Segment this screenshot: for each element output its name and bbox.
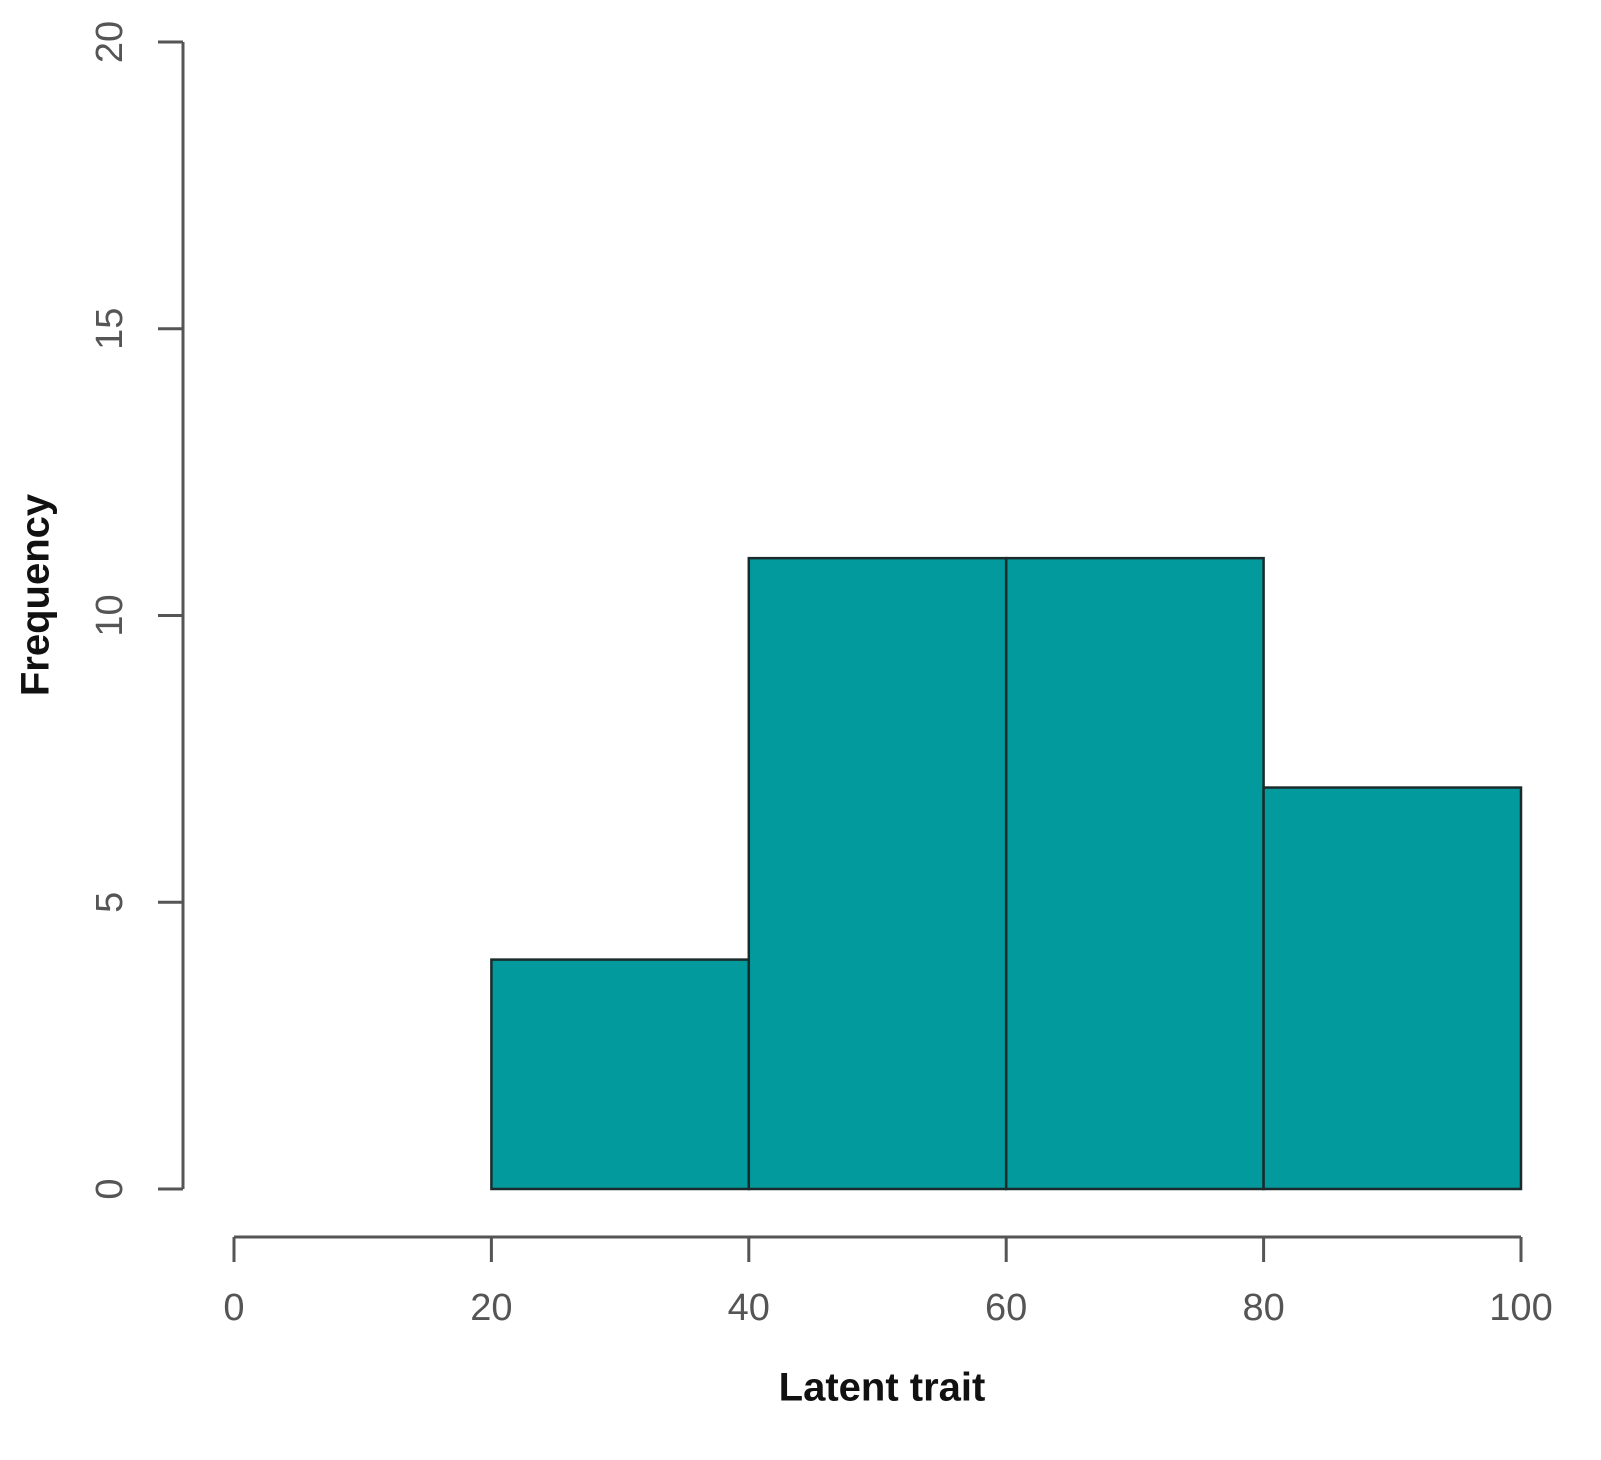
histogram-bar [1004,556,1265,1191]
y-tick-label: 10 [89,594,131,636]
y-tick-label: 5 [89,892,131,913]
x-tick-label: 100 [1489,1287,1552,1329]
x-axis-title: Latent trait [779,1366,986,1410]
y-tick-label: 15 [89,308,131,350]
x-tick-label: 80 [1242,1287,1284,1329]
x-tick-label: 20 [470,1287,512,1329]
y-tick-label: 0 [89,1178,131,1199]
x-tick-label: 60 [985,1287,1027,1329]
histogram-bar [1262,786,1523,1191]
y-axis-title: Frequency [14,493,58,696]
histogram-bar [490,958,751,1191]
x-tick-label: 40 [728,1287,770,1329]
histogram-bar [747,556,1008,1191]
x-tick-label: 0 [223,1287,244,1329]
y-tick-label: 20 [89,21,131,63]
